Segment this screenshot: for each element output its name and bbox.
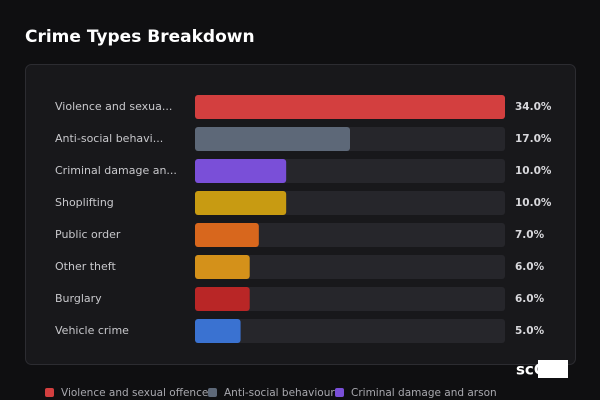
value-label: 17.0% [515, 133, 552, 145]
bar [195, 223, 259, 247]
bar [195, 287, 250, 311]
logo-box [538, 360, 568, 378]
category-label: Other theft [55, 260, 116, 273]
bar-track [195, 255, 505, 279]
value-label: 6.0% [515, 293, 545, 305]
bar [195, 159, 287, 183]
bar [195, 255, 250, 279]
legend-label: Criminal damage and arson [351, 387, 497, 399]
category-label: Criminal damage an... [55, 164, 177, 177]
legend-swatch [45, 388, 54, 397]
category-label: Vehicle crime [55, 324, 129, 337]
value-label: 10.0% [515, 197, 552, 209]
bar [195, 319, 241, 343]
legend-label: Anti-social behaviour [224, 387, 335, 399]
bar [195, 127, 350, 151]
bar-track [195, 319, 505, 343]
value-label: 7.0% [515, 229, 545, 241]
watermark: scOS [516, 361, 557, 379]
legend-swatch [208, 388, 217, 397]
legend-swatch [335, 388, 344, 397]
bar-track [195, 287, 505, 311]
value-label: 6.0% [515, 261, 545, 273]
value-label: 10.0% [515, 165, 552, 177]
value-label: 34.0% [515, 101, 552, 113]
bar-track [195, 223, 505, 247]
category-label: Public order [55, 228, 121, 241]
bar [195, 95, 505, 119]
legend-label: Violence and sexual offences [61, 387, 214, 399]
chart-title: Crime Types Breakdown [25, 27, 255, 47]
category-label: Burglary [55, 292, 102, 305]
bar [195, 191, 287, 215]
category-label: Anti-social behavi... [55, 132, 163, 145]
value-label: 5.0% [515, 325, 545, 337]
category-label: Shoplifting [55, 196, 114, 209]
category-label: Violence and sexua... [55, 100, 172, 113]
